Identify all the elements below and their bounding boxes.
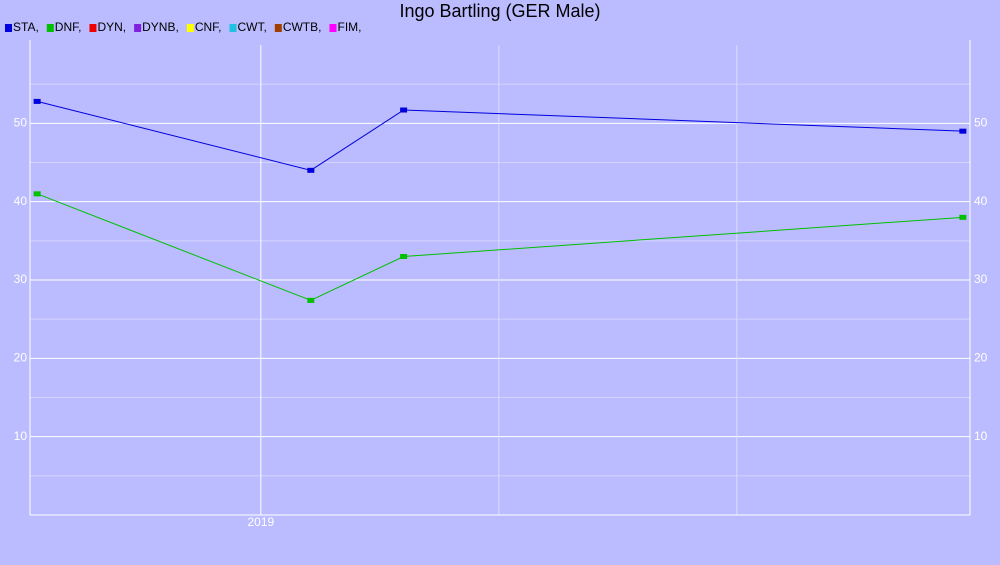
legend-label: STA, xyxy=(13,20,39,34)
legend-label: DYN, xyxy=(97,20,126,34)
legend-label: CNF, xyxy=(195,20,222,34)
x-tick-label: 2019 xyxy=(247,515,274,529)
legend-swatch xyxy=(89,24,97,32)
point xyxy=(33,98,41,104)
legend-label: DNF, xyxy=(55,20,82,34)
y-tick-label: 50 xyxy=(14,116,28,130)
legend-label: CWT, xyxy=(237,20,266,34)
point xyxy=(307,167,315,173)
point xyxy=(400,254,408,259)
series-line xyxy=(37,100,963,171)
y-tick-label: 30 xyxy=(14,272,28,286)
legend-swatch xyxy=(329,24,337,32)
legend-swatch xyxy=(5,24,12,32)
y2-tick-label: 30 xyxy=(974,272,988,286)
y-tick-label: 20 xyxy=(14,351,28,365)
y-tick-label: 10 xyxy=(14,429,28,443)
y2-tick-label: 20 xyxy=(974,351,988,365)
series-line xyxy=(36,193,963,301)
y2-tick-label: 40 xyxy=(974,194,988,208)
y-tick-label: 40 xyxy=(14,194,28,208)
legend-label: DYNB, xyxy=(142,20,179,34)
point xyxy=(33,191,41,197)
legend-swatch xyxy=(186,24,194,32)
y2-tick-label: 10 xyxy=(974,429,988,443)
point xyxy=(400,107,408,113)
chart-title: Ingo Bartling (GER Male) xyxy=(399,1,600,21)
point xyxy=(959,214,967,220)
legend-swatch xyxy=(229,24,237,32)
point xyxy=(307,297,315,303)
legend-swatch xyxy=(46,24,54,32)
legend-label: FIM, xyxy=(337,20,361,34)
point xyxy=(959,128,967,134)
y2-tick-label: 50 xyxy=(974,116,988,130)
legend-swatch xyxy=(274,24,282,32)
legend-swatch xyxy=(134,24,142,32)
legend-label: CWTB, xyxy=(283,20,322,34)
